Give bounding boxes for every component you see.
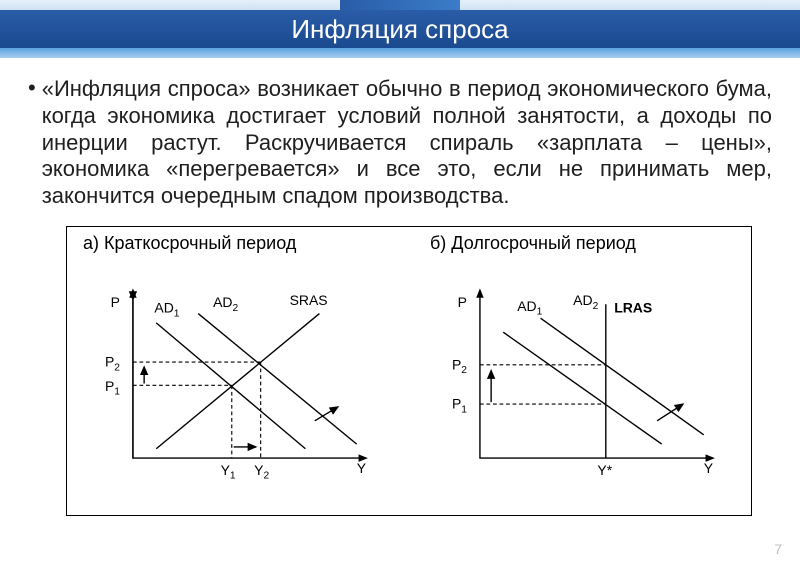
svg-text:Y1: Y1 [221,462,236,482]
svg-text:P1: P1 [452,396,467,416]
svg-text:Y: Y [357,460,367,476]
svg-text:SRAS: SRAS [290,292,328,308]
chart-b-column: б) Долгосрочный период [424,233,741,509]
svg-text:AD1: AD1 [517,298,542,318]
paragraph-text: «Инфляция спроса» возникает обычно в пер… [42,76,772,210]
svg-text:AD2: AD2 [573,292,598,312]
svg-text:LRAS: LRAS [614,300,652,316]
svg-text:P2: P2 [452,357,467,377]
chart-a-column: а) Краткосрочный период [77,233,394,509]
page-number: 7 [774,541,782,557]
header-band-main: Инфляция спроса [0,10,800,48]
bullet-paragraph: • «Инфляция спроса» возникает обычно в п… [28,76,772,210]
chart-a-svg: P Y AD1 AD2 SRAS P2 P1 Y1 Y2 [77,258,394,509]
charts-frame: а) Краткосрочный период [66,226,752,516]
content-area: • «Инфляция спроса» возникает обычно в п… [0,58,800,516]
title-header: Инфляция спроса [0,0,800,58]
svg-text:Y2: Y2 [254,462,269,482]
svg-text:AD2: AD2 [213,294,238,314]
svg-text:P1: P1 [105,378,120,398]
chart-b-title: б) Долгосрочный период [424,233,741,254]
svg-text:AD1: AD1 [154,300,179,320]
svg-text:P: P [111,294,120,310]
chart-a-title: а) Краткосрочный период [77,233,394,254]
svg-text:P: P [458,294,467,310]
page-title: Инфляция спроса [291,14,508,45]
chart-a-area: P Y AD1 AD2 SRAS P2 P1 Y1 Y2 [77,258,394,509]
chart-b-area: P Y AD1 AD2 LRAS P2 P1 Y* [424,258,741,509]
bullet-marker: • [28,76,36,100]
svg-text:P2: P2 [105,354,120,374]
svg-text:Y*: Y* [597,462,612,478]
svg-text:Y: Y [704,460,714,476]
header-accent [340,0,460,10]
header-band-bottom [0,48,800,58]
chart-b-svg: P Y AD1 AD2 LRAS P2 P1 Y* [424,258,741,509]
